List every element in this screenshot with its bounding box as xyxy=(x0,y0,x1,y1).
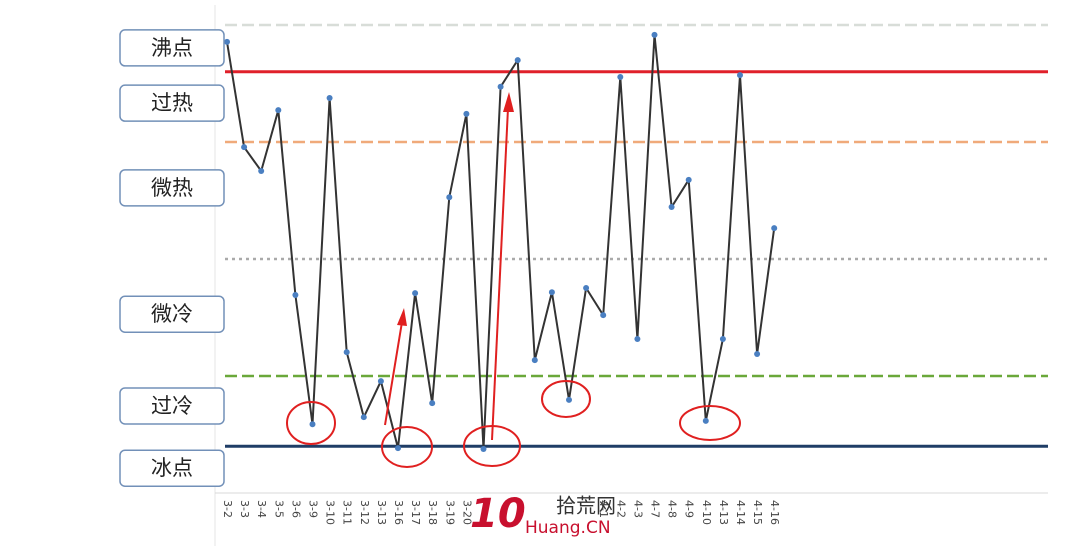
data-point xyxy=(771,225,778,232)
x-tick-label: 3-11 xyxy=(341,500,354,525)
data-point xyxy=(275,107,282,114)
data-point xyxy=(737,72,743,79)
y-tick-box xyxy=(119,169,225,207)
y-tick-label: 过热 xyxy=(151,91,193,115)
data-point xyxy=(719,336,726,343)
x-tick-label: 4-15 xyxy=(751,500,764,525)
data-point xyxy=(429,400,436,407)
arrow xyxy=(384,321,403,426)
y-tick-label: 微热 xyxy=(151,176,193,200)
x-tick-label: 3-3 xyxy=(238,500,251,518)
y-tick-box xyxy=(119,295,225,333)
x-tick-label: 4-16 xyxy=(768,500,781,525)
data-point xyxy=(754,351,761,358)
x-tick-label: 3-2 xyxy=(221,500,234,518)
data-point xyxy=(412,290,419,297)
y-tick-label: 过冷 xyxy=(151,394,193,418)
data-point xyxy=(685,176,692,183)
x-tick-label: 3-12 xyxy=(358,500,371,525)
y-tick-label: 冰点 xyxy=(151,456,193,480)
x-tick-label: 3-10 xyxy=(324,500,337,525)
x-tick-label: 4-1 xyxy=(597,500,610,518)
arrow xyxy=(491,107,509,441)
arrow-head xyxy=(503,92,514,112)
annotations xyxy=(286,92,741,468)
data-point xyxy=(377,378,384,385)
watermark-name: 拾荒网 xyxy=(556,494,616,518)
data-point xyxy=(617,73,624,80)
x-tick-label: 3-6 xyxy=(289,500,302,518)
watermark-site: Huang.CN xyxy=(525,518,611,538)
data-point xyxy=(531,357,538,364)
highlight-circle xyxy=(286,401,336,445)
y-tick-box xyxy=(119,84,225,122)
data-point xyxy=(343,349,350,356)
data-point xyxy=(292,292,299,299)
x-tick-label: 3-20 xyxy=(460,500,473,525)
data-point xyxy=(566,396,572,403)
x-tick-label: 4-3 xyxy=(631,500,644,518)
data-point xyxy=(241,144,248,151)
data-point xyxy=(583,285,590,292)
y-tick-label: 沸点 xyxy=(151,36,193,60)
x-tick-label: 3-16 xyxy=(392,500,405,525)
y-tick-box xyxy=(119,387,225,425)
x-tick-label: 3-4 xyxy=(255,500,268,518)
data-point xyxy=(548,289,555,296)
x-tick-label: 3-9 xyxy=(307,500,320,518)
highlight-circle xyxy=(381,426,433,468)
data-point xyxy=(634,336,641,343)
x-tick-label: 4-13 xyxy=(717,500,730,525)
data-point xyxy=(395,445,401,452)
data-point xyxy=(600,312,607,319)
watermark: 10 拾荒网 Huang.CN xyxy=(470,491,616,538)
y-tick-box xyxy=(119,449,225,487)
data-point xyxy=(360,414,367,421)
x-tick-label: 4-7 xyxy=(649,500,662,518)
data-point xyxy=(326,95,333,102)
x-tick-label: 4-14 xyxy=(734,500,747,525)
y-tick-box xyxy=(119,29,225,67)
x-tick-label: 4-8 xyxy=(666,500,679,518)
data-point xyxy=(668,204,675,211)
arrow-head xyxy=(397,308,407,326)
data-point xyxy=(480,446,487,453)
x-tick-label: 3-18 xyxy=(426,500,439,525)
data-point xyxy=(224,38,230,45)
x-tick-label: 4-10 xyxy=(700,500,713,525)
x-tick-label: 3-17 xyxy=(409,500,422,525)
highlight-circle xyxy=(679,405,741,441)
y-tick-label: 微冷 xyxy=(151,302,193,326)
x-tick-label: 3-19 xyxy=(443,500,456,525)
x-tick-label: 4-9 xyxy=(683,500,696,518)
data-point xyxy=(463,110,470,117)
x-tick-label: 4-2 xyxy=(614,500,627,518)
data-point xyxy=(651,31,658,38)
data-point xyxy=(702,417,709,424)
x-tick-label: 3-5 xyxy=(272,500,285,518)
data-point xyxy=(309,421,316,428)
data-point xyxy=(258,168,265,175)
data-point xyxy=(514,57,521,64)
watermark-logo: 10 xyxy=(470,491,526,537)
data-point xyxy=(497,83,504,90)
data-point xyxy=(446,194,453,201)
highlight-circle xyxy=(541,380,591,418)
x-tick-label: 3-13 xyxy=(375,500,388,525)
